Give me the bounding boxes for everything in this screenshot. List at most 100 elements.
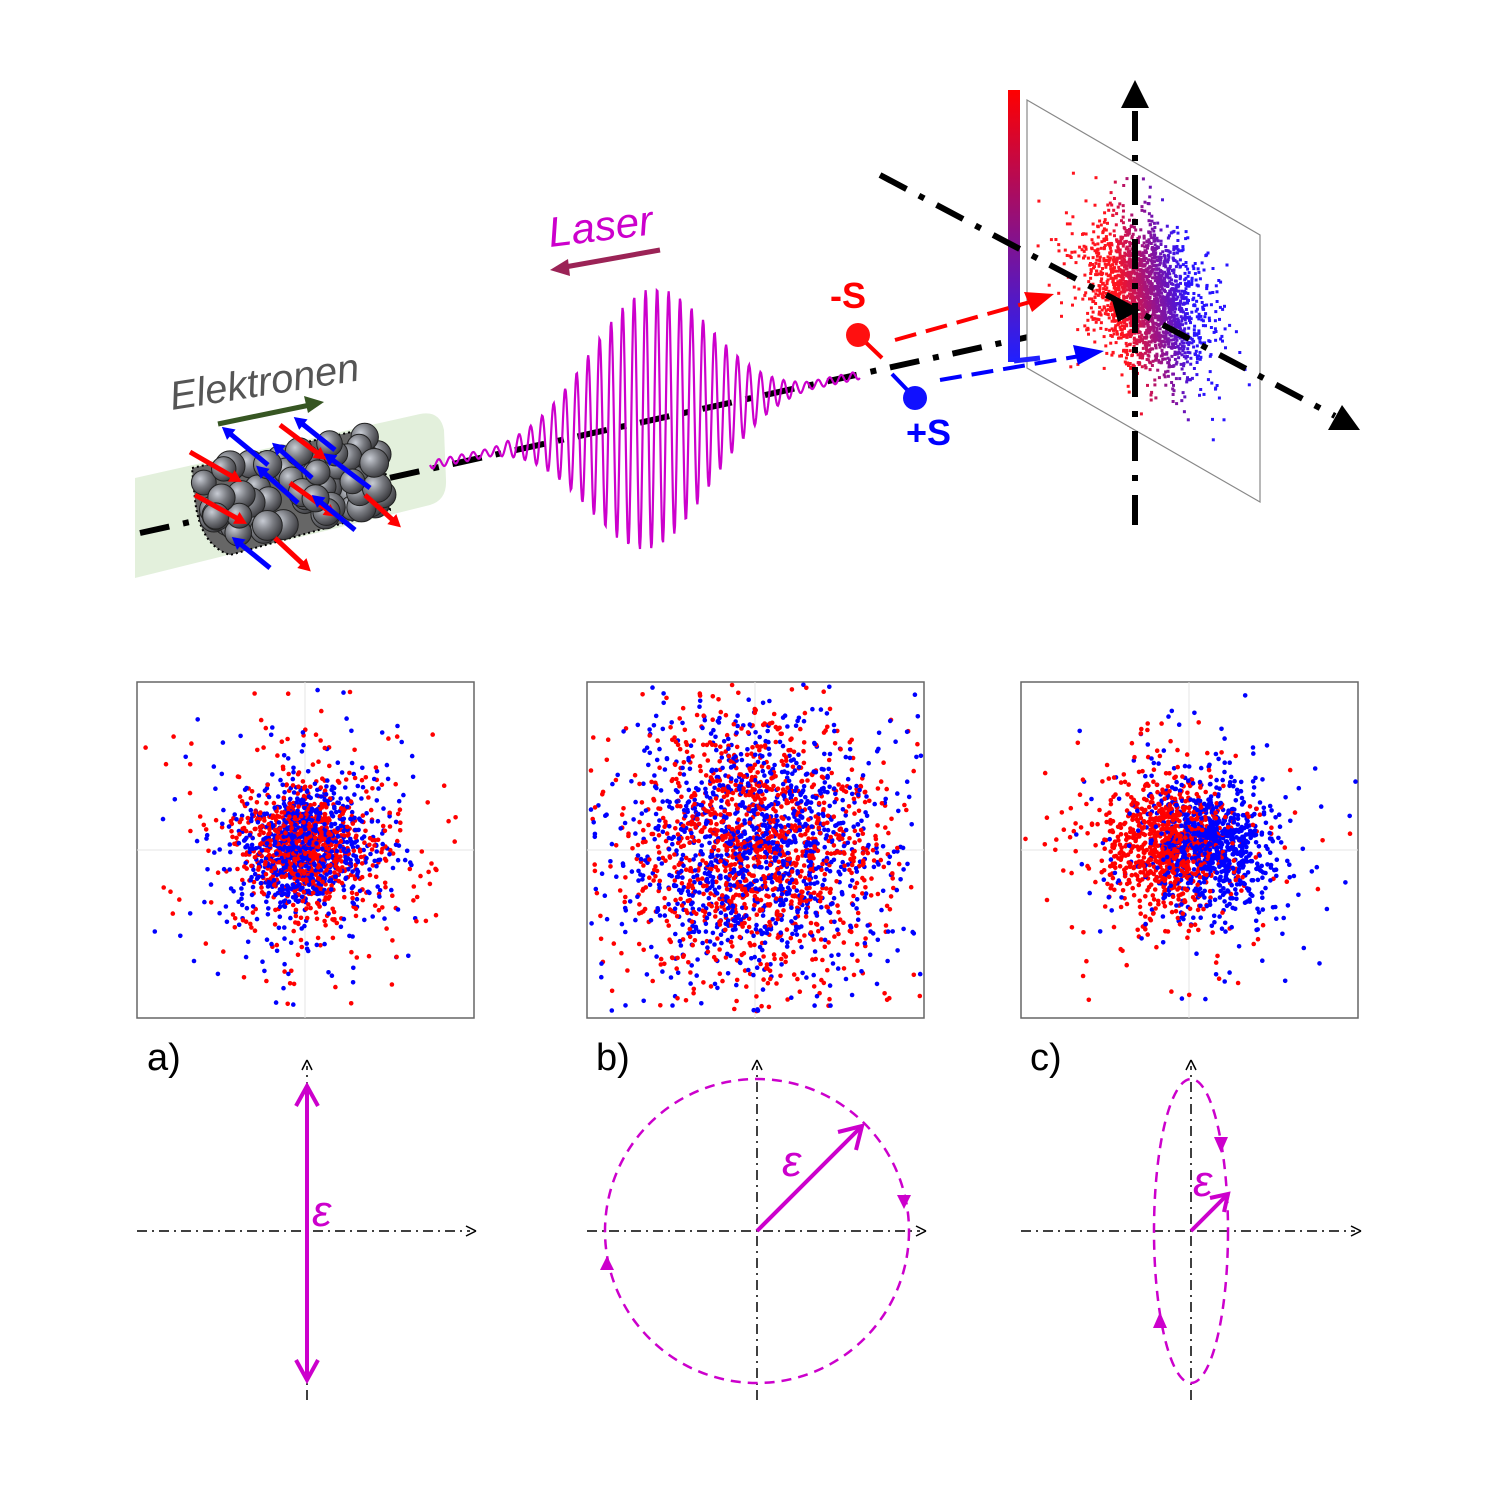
scatter-point-spin-plus [268, 732, 274, 738]
scatter-point-spin-minus [168, 889, 173, 894]
scatter-point-spin-minus [320, 776, 325, 781]
detector-hit [1169, 338, 1173, 342]
scatter-point-spin-plus [622, 820, 628, 826]
scatter-point-spin-plus [279, 870, 284, 875]
detector-hit [1166, 236, 1170, 240]
detector-hit [1180, 309, 1184, 312]
detector-hit [1171, 256, 1175, 260]
scatter-point-spin-plus [262, 811, 267, 817]
scatter-point-spin-minus [170, 911, 176, 916]
spin-plus-deflection-path [939, 354, 1081, 382]
scatter-point-spin-plus [236, 922, 242, 928]
scatter-point-spin-plus [253, 846, 259, 851]
detector-hit [1172, 316, 1176, 320]
scatter-point-spin-plus [264, 937, 270, 942]
scatter-point-spin-minus [613, 843, 619, 848]
detector-hit [1185, 355, 1189, 358]
detector-hit [1086, 256, 1090, 260]
detector-hit [1169, 288, 1173, 292]
detector-hit [1149, 347, 1153, 351]
scatter-point-spin-plus [735, 713, 740, 718]
scatter-point-spin-minus [285, 691, 291, 696]
detector-hit [1103, 312, 1107, 316]
detector-hit [1157, 314, 1161, 318]
detector-hit [1082, 256, 1085, 260]
scatter-point-spin-plus [277, 887, 283, 892]
detector-hit [1199, 388, 1203, 391]
detector-hit [1114, 269, 1117, 273]
detector-hit [1068, 222, 1072, 226]
scatter-point-spin-plus [384, 762, 390, 768]
scatter-point-spin-plus [334, 848, 340, 854]
scatter-point-spin-plus [281, 866, 287, 871]
detector-hit [1113, 319, 1117, 323]
scatter-point-spin-plus [813, 874, 818, 880]
scatter-point-spin-minus [761, 954, 766, 959]
detector-hit [1154, 275, 1158, 279]
scatter-point-spin-minus [270, 859, 276, 864]
detector-hit [1154, 396, 1158, 400]
detector-hit [1107, 316, 1111, 320]
detector-hit [1131, 232, 1135, 236]
detector-hit [1186, 418, 1190, 422]
detector-hit [1122, 296, 1126, 300]
scatter-point-spin-minus [387, 824, 393, 829]
detector-hit [1125, 299, 1129, 303]
detector-hit [1213, 327, 1217, 331]
detector-hit [1154, 296, 1158, 300]
detector-hit [1158, 261, 1162, 265]
scatter-point-spin-minus [730, 944, 735, 949]
scatter-point-spin-plus [194, 838, 200, 844]
detector-hit [1112, 313, 1116, 317]
detector-hit [1167, 269, 1170, 273]
detector-hit [1154, 346, 1158, 350]
scatter-point-spin-plus [359, 819, 365, 824]
detector-hit [1123, 324, 1127, 328]
scatter-point-spin-plus [408, 860, 413, 865]
detector-hit [1138, 356, 1142, 360]
detector-hit [1152, 336, 1156, 339]
detector-hit [1118, 354, 1122, 358]
detector-hit [1143, 200, 1147, 204]
detector-hit [1157, 277, 1160, 281]
detector-hit [1142, 341, 1146, 345]
scatter-point-spin-plus [847, 747, 853, 752]
scatter-point-spin-minus [331, 917, 337, 923]
detector-hit [1128, 335, 1132, 339]
scatter-point-spin-minus [219, 824, 225, 830]
detector-hit [1198, 340, 1202, 344]
scatter-point-spin-minus [290, 783, 296, 788]
detector-hit [1062, 262, 1066, 266]
detector-hit [1174, 324, 1178, 328]
detector-hit [1159, 277, 1163, 280]
detector-hit [1128, 281, 1132, 285]
detector-hit [1140, 314, 1144, 318]
scatter-point-spin-minus [293, 920, 298, 925]
scatter-point-spin-minus [430, 732, 436, 737]
detector-hit [1098, 284, 1102, 288]
detector-hit [1171, 308, 1174, 312]
detector-hit [1137, 235, 1141, 239]
detector-hit [1127, 317, 1131, 321]
scatter-point-spin-plus [352, 792, 357, 797]
detector-hit [1180, 289, 1184, 293]
detector-hit [1174, 377, 1178, 381]
detector-hit [1106, 308, 1110, 312]
detector-hit [1118, 279, 1122, 283]
detector-hit [1145, 349, 1149, 353]
scatter-point-spin-plus [266, 879, 271, 885]
detector-hit [1196, 267, 1200, 271]
detector-hit [1190, 310, 1194, 314]
scatter-point-spin-minus [177, 897, 182, 902]
detector-hit [1182, 341, 1185, 345]
detector-hit [1092, 317, 1096, 321]
scatter-point-spin-plus [227, 867, 232, 872]
detector-hit [1164, 265, 1168, 269]
scatter-point-spin-plus [662, 767, 668, 772]
scatter-point-spin-plus [281, 801, 287, 807]
scatter-point-spin-plus [345, 804, 350, 810]
detector-hit [1102, 290, 1106, 294]
detector-hit [1138, 300, 1142, 304]
scatter-point-spin-minus [262, 818, 267, 823]
scatter-point-spin-minus [811, 890, 817, 896]
